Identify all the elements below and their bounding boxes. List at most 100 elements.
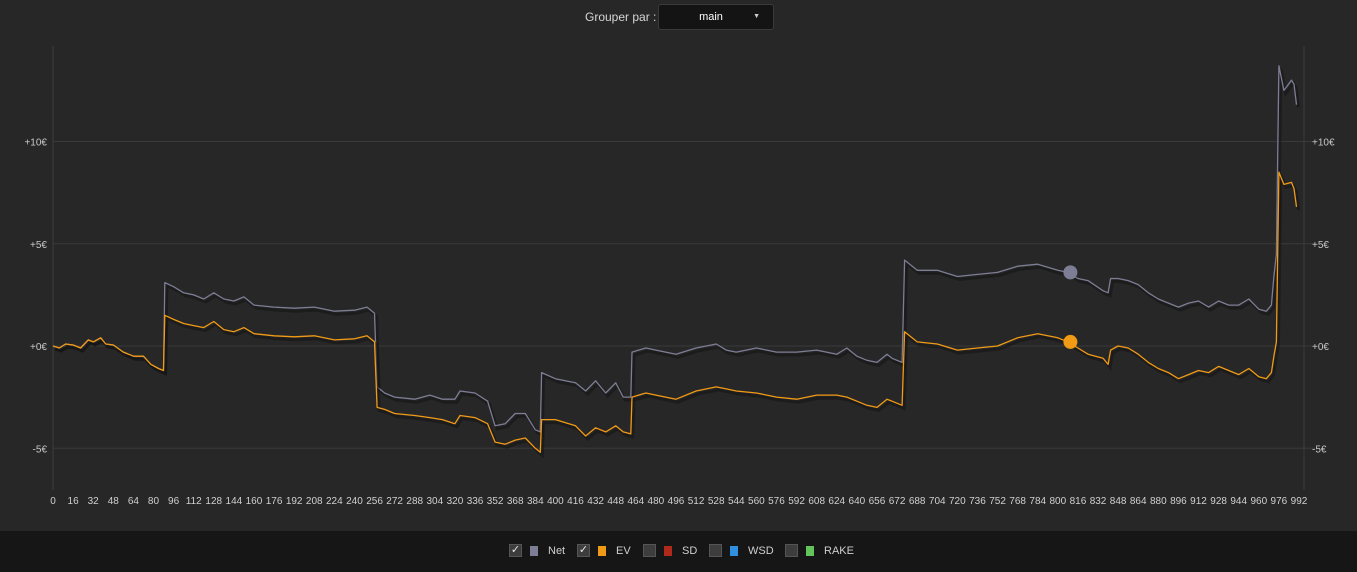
- x-tick-label: 496: [668, 496, 685, 507]
- series-line-net: [52, 65, 1298, 433]
- y-axis-right-labels: +10€ +5€ +0€ -5€: [1312, 138, 1335, 456]
- legend-swatch-wsd: [730, 546, 738, 556]
- legend-swatch-ev: [598, 546, 606, 556]
- x-tick-label: 432: [587, 496, 604, 507]
- y-tick-label-left: +10€: [24, 138, 47, 149]
- x-tick-label: 208: [306, 496, 323, 507]
- legend-label-rake: RAKE: [824, 545, 854, 557]
- x-tick-label: 608: [808, 496, 825, 507]
- x-tick-label: 960: [1250, 496, 1267, 507]
- series-shadow-net: [54, 68, 1300, 438]
- x-tick-label: 752: [989, 496, 1006, 507]
- x-axis-labels: 0 16 32 48 64 80 96 112 128 144 160 176 192 208 224 240…: [50, 496, 1308, 507]
- legend-checkbox-ev[interactable]: ✓: [577, 544, 590, 557]
- x-tick-label: 880: [1150, 496, 1167, 507]
- x-tick-label: 352: [487, 496, 504, 507]
- x-tick-label: 384: [527, 496, 544, 507]
- x-tick-label: 480: [648, 496, 665, 507]
- legend-label-wsd: WSD: [748, 545, 774, 557]
- x-tick-label: 672: [889, 496, 906, 507]
- x-tick-label: 0: [50, 496, 56, 507]
- legend-checkbox-net[interactable]: ✓: [509, 544, 522, 557]
- y-tick-label-right: -5€: [1312, 444, 1327, 455]
- x-tick-label: 256: [366, 496, 383, 507]
- y-tick-label-left: -5€: [33, 444, 48, 455]
- x-tick-label: 832: [1090, 496, 1107, 507]
- group-by-select-value: main: [699, 11, 723, 23]
- x-tick-label: 96: [168, 496, 180, 507]
- x-tick-label: 992: [1291, 496, 1308, 507]
- x-tick-label: 560: [748, 496, 765, 507]
- x-tick-label: 400: [547, 496, 564, 507]
- x-tick-label: 544: [728, 496, 745, 507]
- legend-label-net: Net: [548, 545, 566, 557]
- x-tick-label: 592: [788, 496, 805, 507]
- group-by-select[interactable]: main ▼: [658, 4, 774, 30]
- x-tick-label: 336: [467, 496, 484, 507]
- x-tick-label: 944: [1230, 496, 1247, 507]
- chart-series: [52, 65, 1300, 459]
- x-tick-label: 160: [246, 496, 263, 507]
- x-tick-label: 416: [567, 496, 584, 507]
- x-tick-label: 736: [969, 496, 986, 507]
- series-shadow-ev: [54, 174, 1300, 459]
- marker-net: [1063, 265, 1078, 280]
- series-line-ev: [52, 171, 1298, 453]
- x-tick-label: 448: [607, 496, 624, 507]
- x-tick-label: 912: [1190, 496, 1207, 507]
- x-tick-label: 240: [346, 496, 363, 507]
- x-tick-label: 464: [627, 496, 644, 507]
- x-tick-label: 224: [326, 496, 343, 507]
- chevron-down-icon: ▼: [753, 13, 760, 20]
- x-tick-label: 272: [386, 496, 403, 507]
- x-tick-label: 800: [1049, 496, 1066, 507]
- x-tick-label: 304: [426, 496, 443, 507]
- x-tick-label: 176: [266, 496, 283, 507]
- x-tick-label: 64: [128, 496, 140, 507]
- legend-label-ev: EV: [616, 545, 631, 557]
- legend-label-sd: SD: [682, 545, 698, 557]
- x-tick-label: 32: [88, 496, 100, 507]
- x-tick-label: 928: [1210, 496, 1227, 507]
- x-tick-label: 864: [1130, 496, 1147, 507]
- x-tick-label: 784: [1029, 496, 1046, 507]
- x-tick-label: 112: [186, 496, 202, 507]
- y-tick-label-left: +0€: [30, 342, 47, 353]
- x-tick-label: 48: [108, 496, 120, 507]
- y-tick-label-right: +0€: [1312, 342, 1329, 353]
- x-tick-label: 848: [1110, 496, 1127, 507]
- y-tick-label-left: +5€: [30, 240, 47, 251]
- legend-checkbox-sd[interactable]: [643, 544, 656, 557]
- legend-checkbox-wsd[interactable]: [709, 544, 722, 557]
- y-axis-left-labels: +10€ +5€ +0€ -5€: [24, 138, 47, 456]
- x-tick-label: 640: [849, 496, 866, 507]
- x-tick-label: 288: [406, 496, 423, 507]
- y-tick-label-right: +5€: [1312, 240, 1329, 251]
- x-tick-label: 128: [205, 496, 222, 507]
- legend-swatch-rake: [806, 546, 814, 556]
- x-tick-label: 896: [1170, 496, 1187, 507]
- x-tick-label: 16: [68, 496, 80, 507]
- x-tick-label: 656: [869, 496, 886, 507]
- legend-swatch-net: [530, 546, 538, 556]
- y-tick-label-right: +10€: [1312, 138, 1335, 149]
- legend-bar: ✓ Net ✓ EV SD WSD RAKE: [0, 531, 1357, 572]
- x-tick-label: 624: [828, 496, 845, 507]
- x-tick-label: 816: [1070, 496, 1087, 507]
- x-tick-label: 512: [688, 496, 705, 507]
- x-tick-label: 768: [1009, 496, 1026, 507]
- line-chart: +10€ +5€ +0€ -5€ +10€ +5€ +0€ -5€ 0 16 32 48 64 80 9…: [24, 46, 1335, 507]
- chart-grid: [53, 141, 1315, 449]
- x-tick-label: 320: [447, 496, 464, 507]
- legend-checkbox-rake[interactable]: [785, 544, 798, 557]
- chart-markers: [1063, 265, 1078, 349]
- x-tick-label: 720: [949, 496, 966, 507]
- x-tick-label: 976: [1271, 496, 1288, 507]
- x-tick-label: 576: [768, 496, 785, 507]
- x-tick-label: 192: [286, 496, 303, 507]
- x-tick-label: 528: [708, 496, 725, 507]
- toolbar: Grouper par : main ▼: [0, 4, 1357, 32]
- x-tick-label: 704: [929, 496, 946, 507]
- group-by-label: Grouper par :: [585, 10, 657, 24]
- chart-axes: [52, 46, 1305, 490]
